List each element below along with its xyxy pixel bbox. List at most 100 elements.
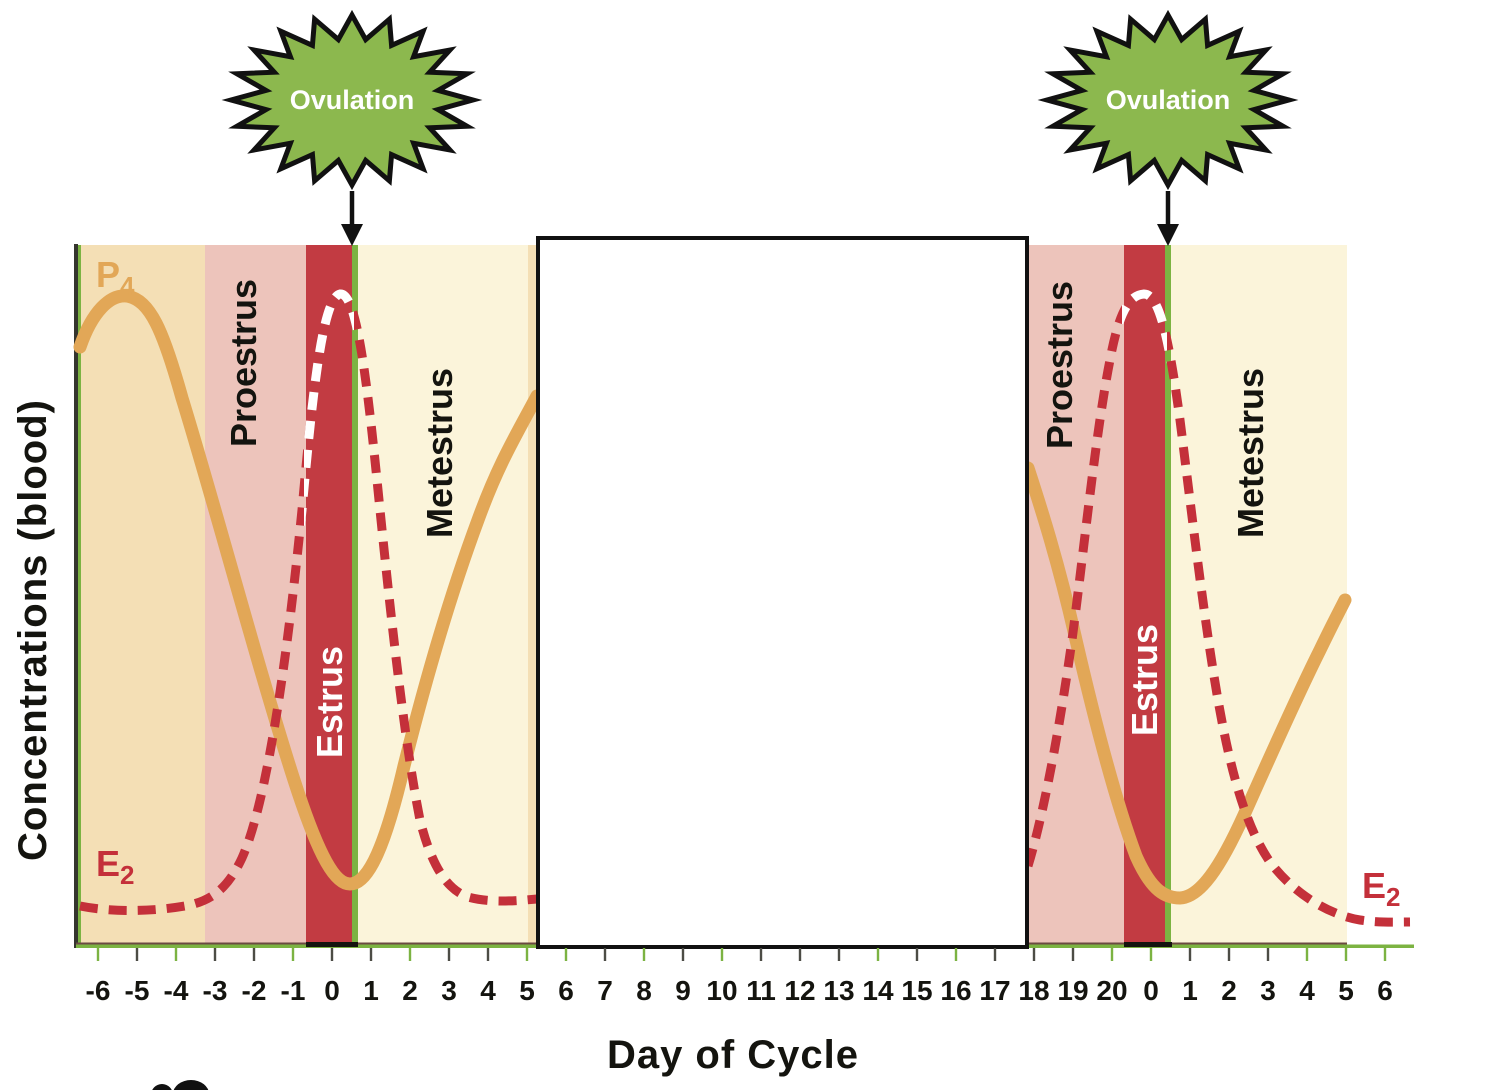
blank-cover-box bbox=[536, 236, 1029, 949]
axis-tick bbox=[1149, 948, 1153, 961]
axis-tick-label: 4 bbox=[480, 975, 496, 1006]
ovulation-marker-left: Ovulation bbox=[231, 15, 473, 246]
axis-tick-label: 19 bbox=[1057, 975, 1088, 1006]
e2-peak-white-dashes-left bbox=[304, 289, 354, 535]
e2-label-left: E2 bbox=[96, 843, 134, 890]
ovulation-label-right: Ovulation bbox=[1106, 85, 1231, 115]
axis-tick-label: 8 bbox=[636, 975, 652, 1006]
ovulation-starburst-left bbox=[231, 15, 473, 185]
cropped-shape-blob-large bbox=[173, 1080, 209, 1090]
ovulation-boundary-line-right bbox=[1165, 245, 1171, 945]
e2-label-right: E2 bbox=[1362, 865, 1400, 912]
axis-tick bbox=[252, 948, 256, 961]
axis-tick-label: 20 bbox=[1096, 975, 1127, 1006]
axis-tick-label: 15 bbox=[901, 975, 932, 1006]
axis-tick bbox=[603, 948, 607, 961]
axis-tick-label: -1 bbox=[281, 975, 306, 1006]
ovulation-label-left: Ovulation bbox=[290, 85, 415, 115]
axis-tick-label: 11 bbox=[746, 975, 776, 1006]
axis-tick bbox=[1305, 948, 1309, 961]
axis-tick bbox=[447, 948, 451, 961]
axis-tick-label: 3 bbox=[1260, 975, 1276, 1006]
axis-tick-label: 3 bbox=[441, 975, 457, 1006]
axis-tick bbox=[330, 948, 334, 961]
axis-tick-label: 14 bbox=[862, 975, 894, 1006]
axis-tick bbox=[993, 948, 997, 961]
ovulation-boundary-line-left bbox=[352, 245, 358, 945]
diestrus-band-left-end-sliver bbox=[528, 245, 538, 945]
estrus-label-right: Estrus bbox=[1124, 624, 1165, 736]
axis-tick bbox=[1266, 948, 1270, 961]
axis-tick bbox=[1188, 948, 1192, 961]
y-axis-line bbox=[74, 244, 78, 948]
x-axis-green-line-right bbox=[1027, 944, 1414, 948]
estrus-label-left: Estrus bbox=[309, 646, 350, 758]
axis-tick bbox=[876, 948, 880, 961]
axis-tick-label: 2 bbox=[402, 975, 418, 1006]
ovulation-marker-right: Ovulation bbox=[1047, 15, 1289, 246]
axis-tick-label: -3 bbox=[203, 975, 228, 1006]
x-axis-ticks: -6 -5 -4 -3 -2 -1 0 1 2 3 4 5 6 7 8 9 10 11 12 13 14 15 16 17 18… bbox=[86, 948, 1393, 1006]
axis-tick-label: 5 bbox=[1338, 975, 1354, 1006]
axis-tick-label: 2 bbox=[1221, 975, 1237, 1006]
axis-tick bbox=[837, 948, 841, 961]
axis-tick bbox=[1227, 948, 1231, 961]
axis-tick bbox=[954, 948, 958, 961]
axis-tick bbox=[681, 948, 685, 961]
axis-tick-label: 1 bbox=[363, 975, 379, 1006]
axis-tick bbox=[486, 948, 490, 961]
axis-tick-label: -2 bbox=[242, 975, 267, 1006]
axis-tick bbox=[642, 948, 646, 961]
y-axis-title: Concentrations (blood) bbox=[11, 399, 55, 861]
p4-label: P4 bbox=[96, 254, 135, 301]
axis-tick-label: 7 bbox=[597, 975, 613, 1006]
axis-tick bbox=[213, 948, 217, 961]
x-axis-dark-line-right bbox=[1027, 942, 1347, 945]
axis-tick-label: 6 bbox=[1377, 975, 1393, 1006]
metestrus-label-left: Metestrus bbox=[419, 368, 460, 538]
axis-tick bbox=[1071, 948, 1075, 961]
axis-tick-label: -6 bbox=[86, 975, 111, 1006]
ovulation-starburst-right bbox=[1047, 15, 1289, 185]
phase-labels: Proestrus Estrus Metestrus Proestrus Est… bbox=[223, 279, 1271, 758]
x-axis-title: Day of Cycle bbox=[607, 1033, 859, 1077]
axis-tick bbox=[525, 948, 529, 961]
axis-tick bbox=[291, 948, 295, 961]
metestrus-band-right bbox=[1171, 245, 1347, 945]
axis-tick-label: -4 bbox=[164, 975, 189, 1006]
axis-tick-label: 1 bbox=[1182, 975, 1198, 1006]
p4-curve-left bbox=[73, 289, 544, 891]
cropped-bottom-shape bbox=[152, 1080, 209, 1090]
axis-tick bbox=[564, 948, 568, 961]
hormone-curves bbox=[73, 289, 1411, 927]
axis-tick-label: 13 bbox=[823, 975, 854, 1006]
axis-tick bbox=[369, 948, 373, 961]
axis-tick-label: 4 bbox=[1299, 975, 1315, 1006]
axis-tick-label: 12 bbox=[784, 975, 815, 1006]
axis-tick bbox=[798, 948, 802, 961]
axis-tick-label: 17 bbox=[979, 975, 1010, 1006]
axis-tick bbox=[408, 948, 412, 961]
axis-tick bbox=[135, 948, 139, 961]
phase-bands-left bbox=[78, 245, 538, 945]
e2-curve-right bbox=[1023, 289, 1411, 927]
axis-tick bbox=[174, 948, 178, 961]
axis-tick-label: 0 bbox=[1143, 975, 1159, 1006]
x-axis-black-segment-right bbox=[1124, 942, 1172, 947]
axis-tick bbox=[720, 948, 724, 961]
proestrus-label-right: Proestrus bbox=[1039, 281, 1080, 449]
axis-tick-label: 16 bbox=[940, 975, 971, 1006]
axis-tick bbox=[96, 948, 100, 961]
axis-tick-label: 10 bbox=[706, 975, 737, 1006]
metestrus-label-right: Metestrus bbox=[1230, 368, 1271, 538]
x-axis-black-segment-left bbox=[306, 942, 358, 947]
hormone-curve-labels: P4 E2 E2 bbox=[96, 254, 1400, 912]
diestrus-band-left bbox=[78, 245, 205, 945]
axis-tick bbox=[1344, 948, 1348, 961]
axis-tick-label: 9 bbox=[675, 975, 691, 1006]
axes bbox=[74, 244, 1414, 948]
axis-tick-label: 6 bbox=[558, 975, 574, 1006]
axis-tick-label: 5 bbox=[519, 975, 535, 1006]
axis-tick-label: 0 bbox=[324, 975, 340, 1006]
